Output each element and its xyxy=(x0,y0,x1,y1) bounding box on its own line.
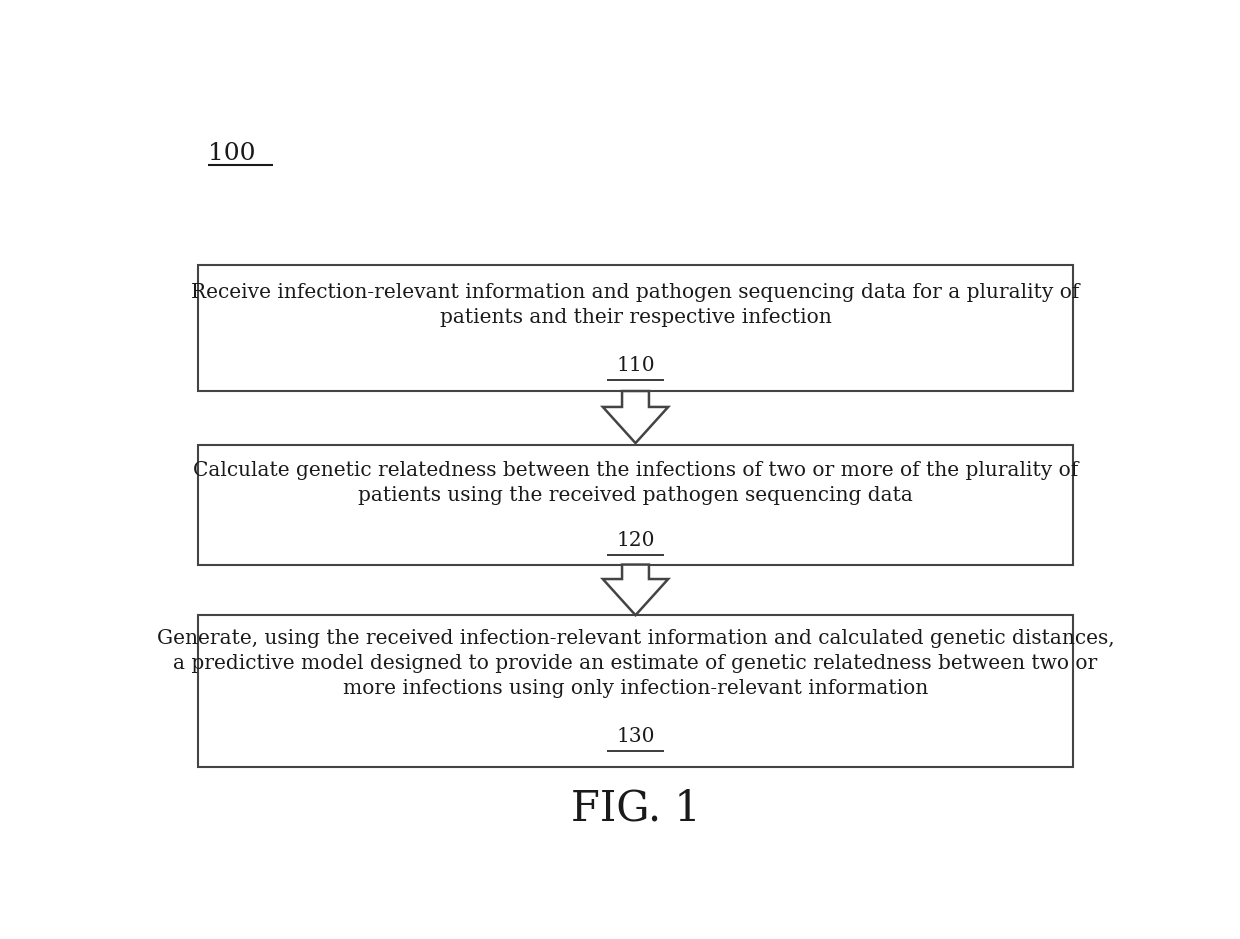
Text: Generate, using the received infection-relevant information and calculated genet: Generate, using the received infection-r… xyxy=(156,629,1115,699)
Text: 130: 130 xyxy=(616,727,655,747)
Bar xyxy=(198,615,1073,767)
Text: 120: 120 xyxy=(616,531,655,550)
Bar xyxy=(198,265,1073,391)
Text: 100: 100 xyxy=(208,142,255,164)
Text: FIG. 1: FIG. 1 xyxy=(570,787,701,829)
Bar xyxy=(198,445,1073,564)
Text: Calculate genetic relatedness between the infections of two or more of the plura: Calculate genetic relatedness between th… xyxy=(193,461,1078,505)
Text: Receive infection-relevant information and pathogen sequencing data for a plural: Receive infection-relevant information a… xyxy=(191,283,1080,327)
Polygon shape xyxy=(603,391,668,443)
Text: 110: 110 xyxy=(616,356,655,376)
Polygon shape xyxy=(603,564,668,615)
